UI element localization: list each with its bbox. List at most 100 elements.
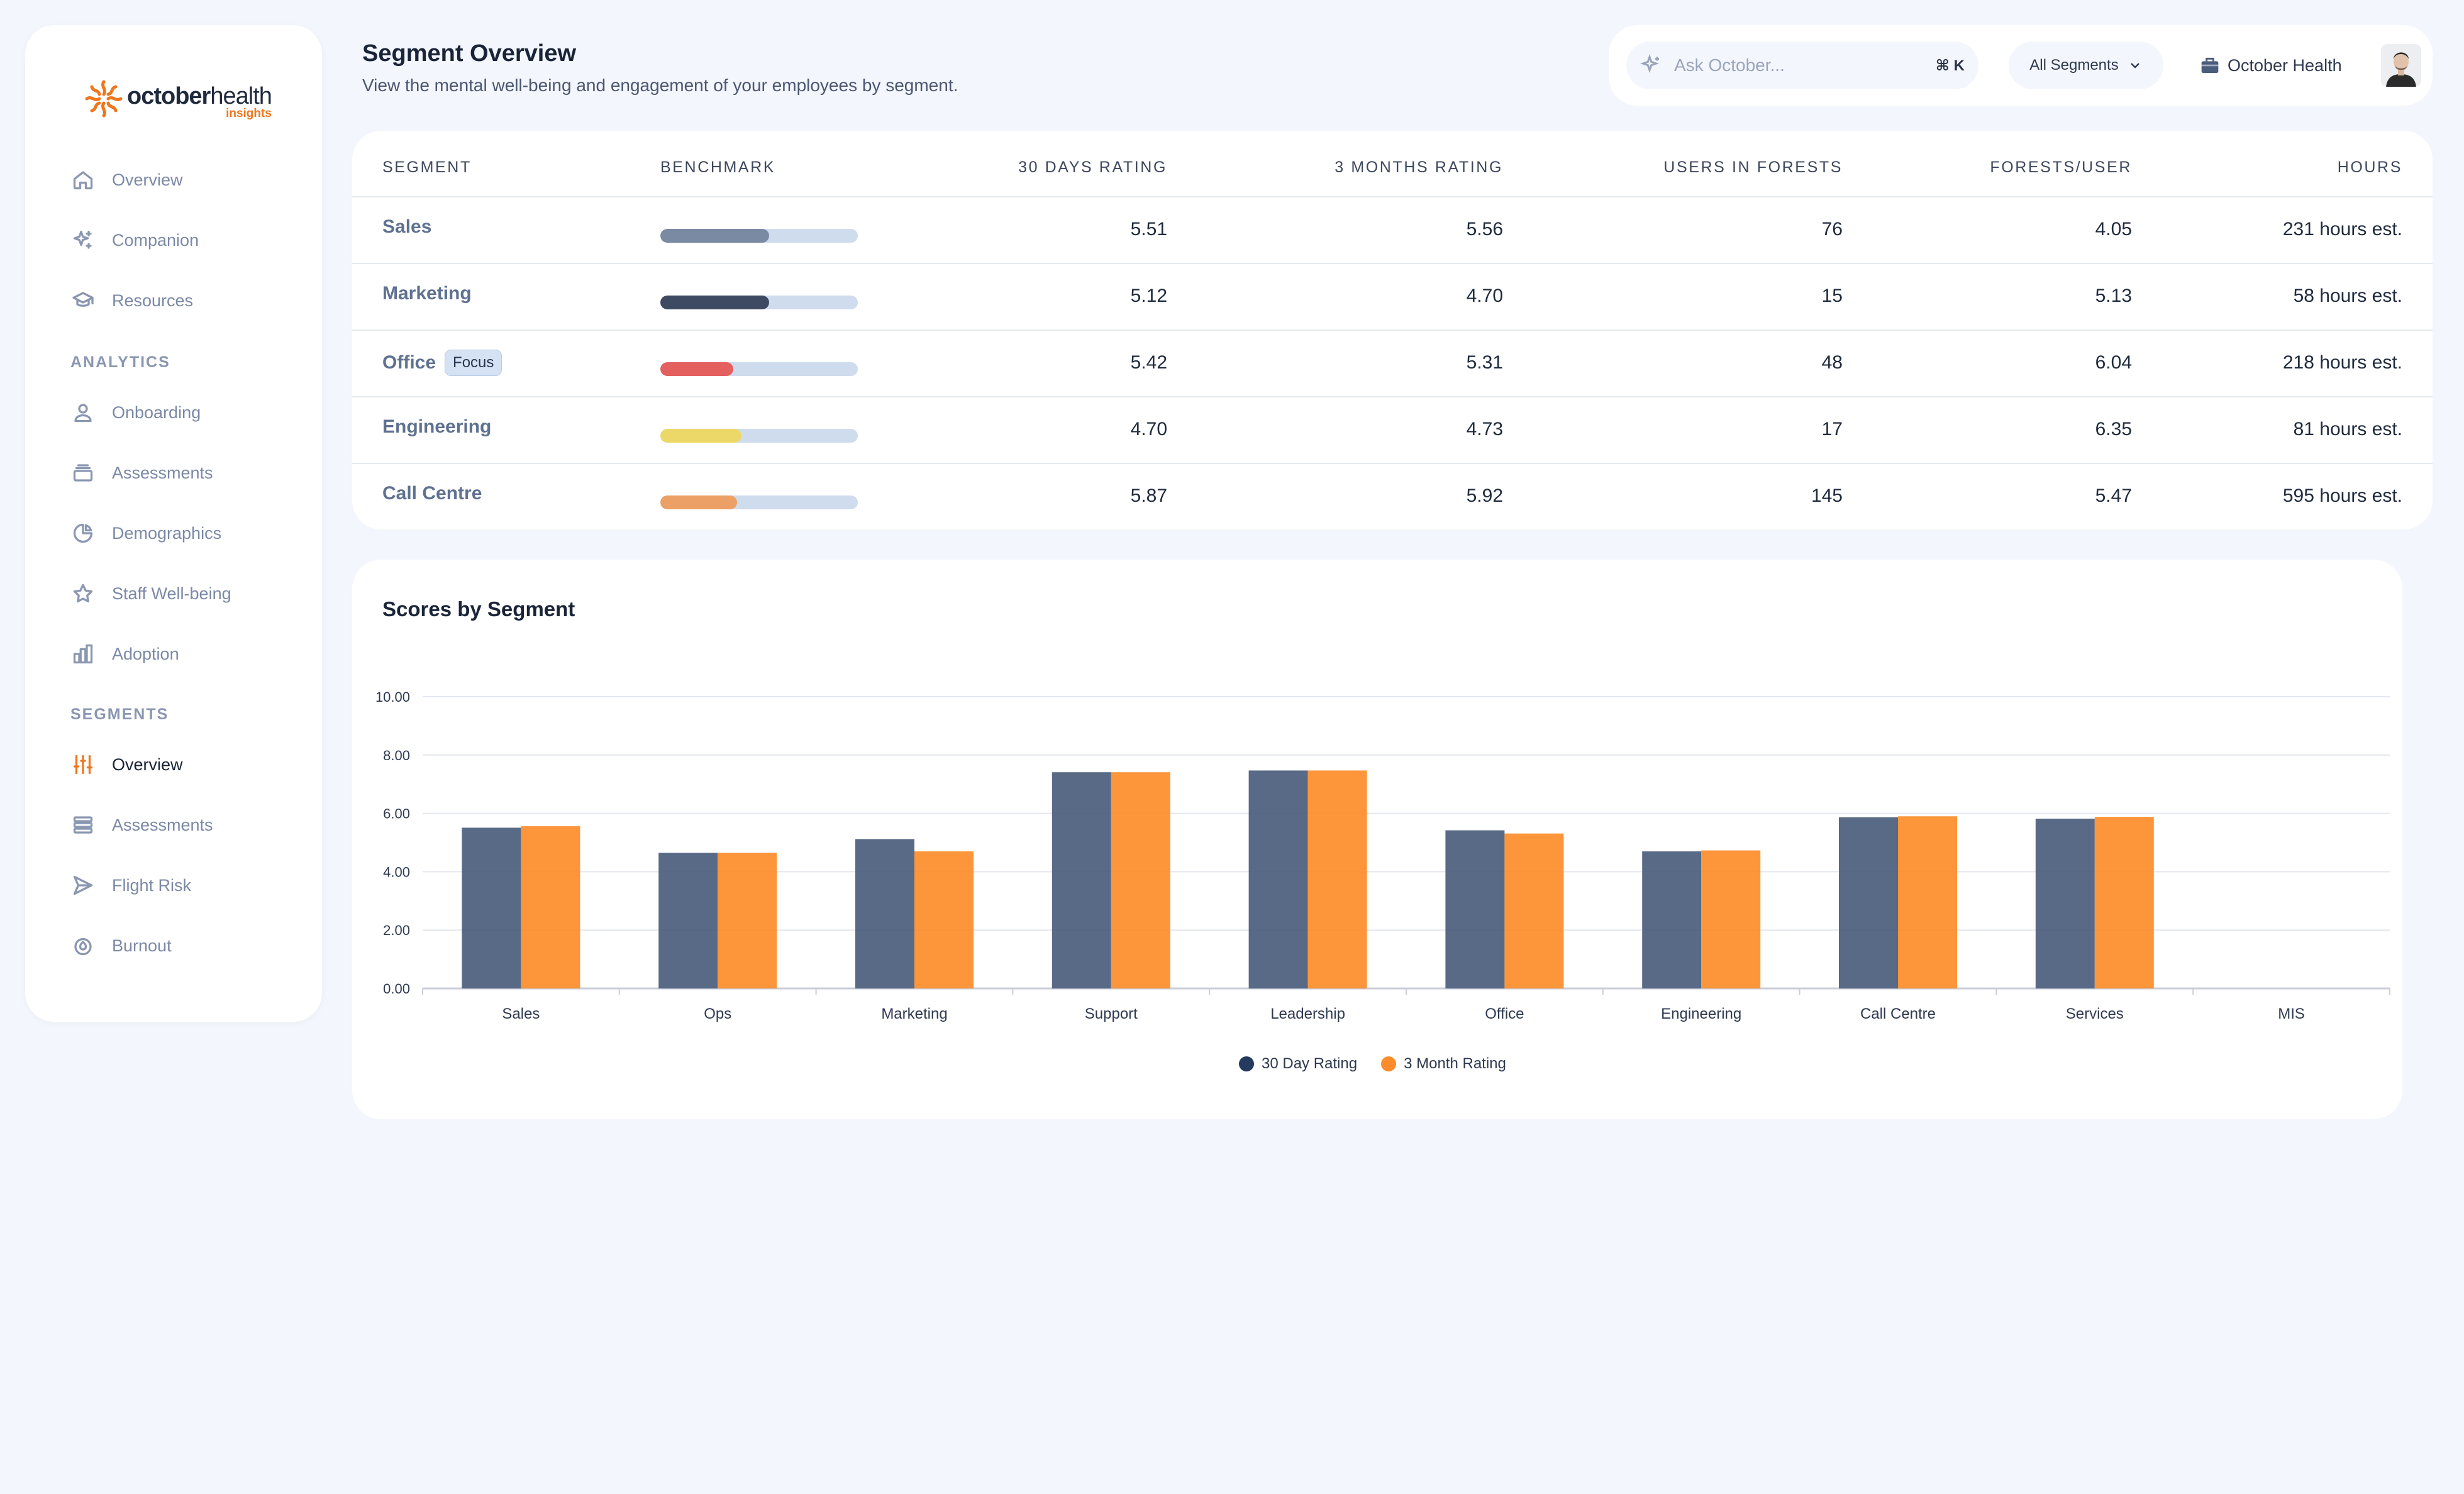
column-header-forests-per-user[interactable]: FORESTS/USER	[1990, 158, 2132, 176]
bar-30-day[interactable]	[462, 827, 521, 988]
x-tick-label: Call Centre	[1860, 1005, 1936, 1022]
forests-per-user: 6.04	[2095, 352, 2132, 373]
segment-select[interactable]: All Segments	[2009, 42, 2163, 89]
hours-estimate: 81 hours est.	[2293, 419, 2402, 440]
users-in-forests: 76	[1821, 219, 1843, 240]
segment-name-cell[interactable]: Sales	[382, 216, 431, 238]
bar-3-month[interactable]	[521, 826, 580, 988]
bar-30-day[interactable]	[1052, 772, 1111, 988]
column-header-30-days-rating[interactable]: 30 DAYS RATING	[1018, 158, 1167, 176]
brand-logo[interactable]: octoberhealth insights	[83, 58, 272, 140]
segment-name: Sales	[382, 216, 432, 237]
bar-3-month[interactable]	[2094, 817, 2154, 988]
bar-30-day[interactable]	[1642, 851, 1702, 988]
column-header-benchmark[interactable]: BENCHMARK	[660, 158, 776, 176]
benchmark-bar	[660, 362, 858, 376]
segment-name-cell[interactable]: Call Centre	[382, 483, 482, 504]
bar-3-month[interactable]	[914, 851, 974, 988]
ask-october-search[interactable]: Ask October... ⌘ K	[1626, 42, 1978, 89]
segment-name: Call Centre	[382, 483, 482, 504]
column-header-hours[interactable]: HOURS	[2337, 158, 2402, 176]
x-tick-label: Marketing	[881, 1005, 947, 1022]
hours-estimate: 218 hours est.	[2282, 352, 2402, 373]
table-row[interactable]: Call Centre 5.87 5.92 145 5.47 595 hours est.	[352, 464, 2433, 529]
graduation-cap-icon	[70, 288, 96, 313]
bar-30-day[interactable]	[1445, 830, 1505, 988]
sidebar-item-label: Companion	[112, 230, 199, 250]
bar-30-day[interactable]	[2035, 818, 2095, 988]
sidebar-item-resources[interactable]: Resources	[70, 282, 193, 319]
user-avatar[interactable]	[2381, 44, 2421, 87]
rating-3-months: 4.73	[1466, 419, 1503, 440]
rating-3-months: 5.31	[1466, 352, 1503, 373]
segment-name-cell[interactable]: Engineering	[382, 416, 491, 438]
forests-per-user: 4.05	[2095, 219, 2132, 240]
rating-3-months: 4.70	[1466, 285, 1503, 306]
sidebar-item-label: Flight Risk	[112, 875, 192, 895]
sidebar-item-onboarding[interactable]: Onboarding	[70, 394, 201, 431]
send-icon	[70, 873, 96, 898]
segment-table: SEGMENT BENCHMARK 30 DAYS RATING 3 MONTH…	[352, 131, 2433, 529]
sidebar-item-label: Staff Well-being	[112, 584, 231, 603]
forests-per-user: 5.13	[2095, 285, 2132, 306]
sparkle-icon	[1640, 54, 1660, 74]
sidebar-item-segments-assessments[interactable]: Assessments	[70, 806, 213, 844]
y-tick-label: 8.00	[383, 748, 410, 763]
segment-name: Engineering	[382, 416, 492, 437]
sunburst-logo-icon	[85, 80, 123, 118]
bar-30-day[interactable]	[1839, 817, 1898, 988]
table-row[interactable]: Office Focus 5.42 5.31 48 6.04 218 hours est.	[352, 331, 2433, 397]
column-header-3-months-rating[interactable]: 3 MONTHS RATING	[1335, 158, 1503, 176]
column-header-segment[interactable]: SEGMENT	[382, 158, 472, 176]
bar-3-month[interactable]	[1111, 772, 1170, 988]
organization-switcher[interactable]: October Health	[2200, 50, 2342, 80]
segment-name-cell[interactable]: Marketing	[382, 283, 472, 304]
legend-item-30-day[interactable]: 30 Day Rating	[1239, 1055, 1357, 1073]
chart-legend: 30 Day Rating 3 Month Rating	[1239, 1055, 1530, 1073]
sidebar-item-assessments[interactable]: Assessments	[70, 454, 213, 492]
bar-30-day[interactable]	[658, 853, 718, 988]
bar-3-month[interactable]	[1307, 770, 1367, 988]
bar-3-month[interactable]	[718, 853, 777, 988]
x-tick-label: Ops	[704, 1005, 731, 1022]
sidebar-item-companion[interactable]: Companion	[70, 221, 199, 259]
bar-30-day[interactable]	[1248, 770, 1308, 988]
legend-item-3-month[interactable]: 3 Month Rating	[1381, 1055, 1506, 1073]
table-row[interactable]: Marketing 5.12 4.70 15 5.13 58 hours est.	[352, 264, 2433, 331]
sidebar-item-demographics[interactable]: Demographics	[70, 514, 221, 552]
hours-estimate: 595 hours est.	[2282, 485, 2402, 506]
segment-name-cell[interactable]: Office Focus	[382, 350, 502, 376]
sidebar-item-adoption[interactable]: Adoption	[70, 635, 179, 673]
sidebar-item-label: Assessments	[112, 815, 213, 834]
sidebar-item-flight-risk[interactable]: Flight Risk	[70, 866, 191, 904]
bar-3-month[interactable]	[1504, 833, 1564, 988]
topbar: Ask October... ⌘ K All Segments October …	[1609, 25, 2433, 106]
user-portrait-icon	[2381, 44, 2421, 87]
column-header-users-in-forests[interactable]: USERS IN FORESTS	[1663, 158, 1843, 176]
legend-label-3-month: 3 Month Rating	[1404, 1055, 1506, 1072]
sidebar-item-segments-overview[interactable]: Overview	[70, 746, 183, 783]
table-row[interactable]: Sales 5.51 5.56 76 4.05 231 hours est.	[352, 197, 2433, 264]
bar-3-month[interactable]	[1898, 816, 1957, 988]
legend-swatch-3-month	[1381, 1056, 1397, 1071]
rating-3-months: 5.92	[1466, 485, 1503, 506]
benchmark-bar	[660, 229, 858, 243]
bar-30-day[interactable]	[855, 839, 914, 988]
logo-subtitle: insights	[226, 107, 272, 120]
rating-30-days: 5.12	[1130, 285, 1167, 306]
sidebar: octoberhealth insights Overview Companio…	[25, 25, 322, 1022]
bar-3-month[interactable]	[1701, 850, 1761, 988]
briefcase-icon	[2201, 57, 2219, 73]
chevron-down-icon	[2130, 63, 2139, 69]
table-row[interactable]: Engineering 4.70 4.73 17 6.35 81 hours est.	[352, 397, 2433, 464]
user-icon	[70, 400, 96, 425]
sidebar-item-overview[interactable]: Overview	[70, 161, 183, 199]
flame-icon	[70, 933, 96, 958]
x-tick-label: Engineering	[1661, 1005, 1741, 1022]
forests-per-user: 5.47	[2095, 485, 2132, 506]
benchmark-bar	[660, 495, 858, 509]
sidebar-item-burnout[interactable]: Burnout	[70, 927, 172, 965]
sidebar-item-staff-well-being[interactable]: Staff Well-being	[70, 575, 231, 612]
keyboard-shortcut: ⌘ K	[1935, 57, 1965, 74]
users-in-forests: 48	[1821, 352, 1843, 373]
